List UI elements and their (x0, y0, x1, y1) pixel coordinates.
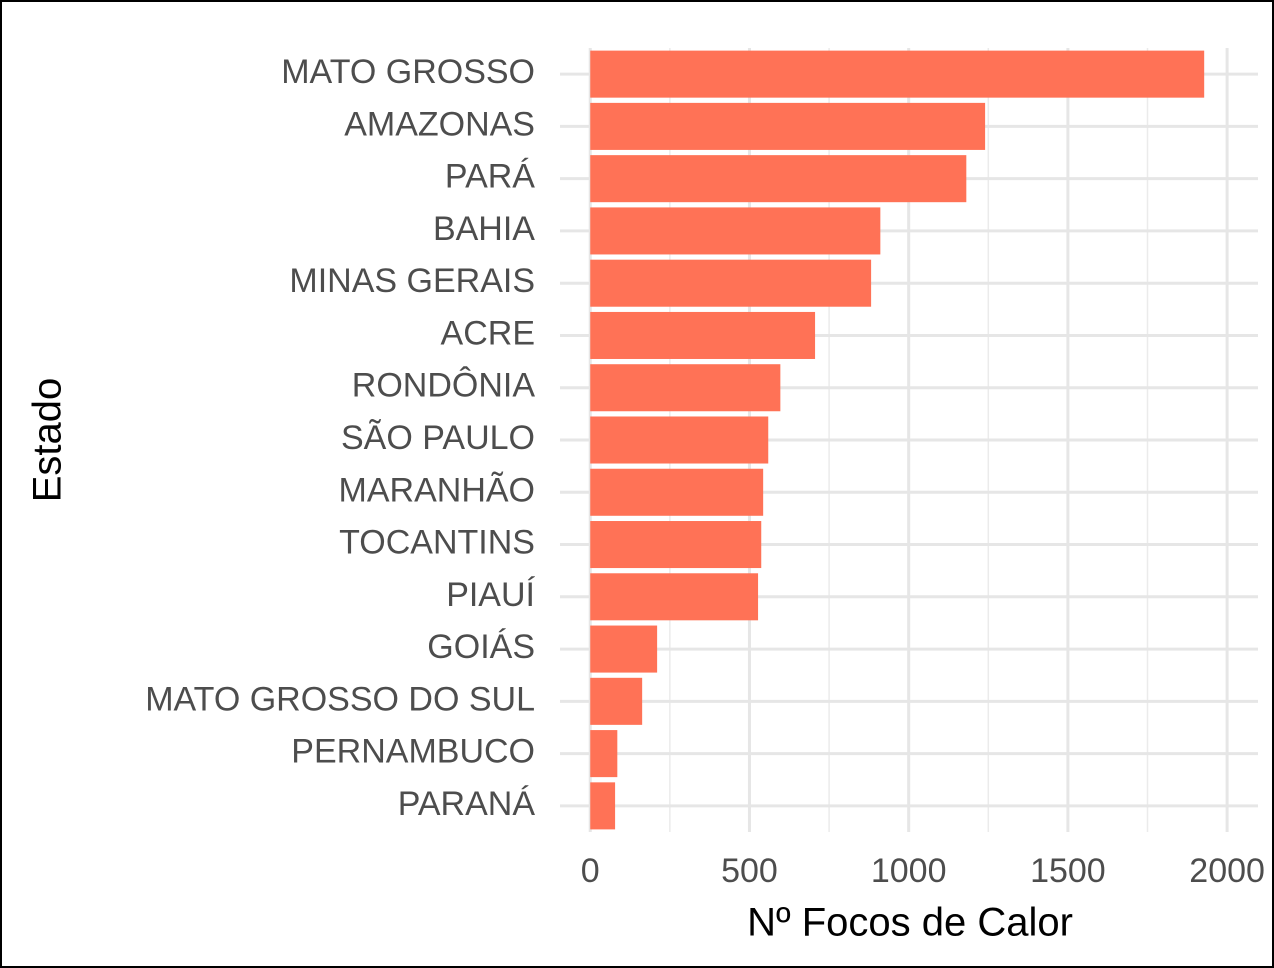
y-tick-label: TOCANTINS (339, 524, 535, 562)
bar (590, 468, 764, 516)
x-tick-label: 1000 (871, 852, 947, 890)
bar (590, 416, 769, 464)
bar (590, 207, 881, 255)
bar (590, 677, 643, 725)
bar (590, 521, 762, 569)
x-tick-label: 1500 (1030, 852, 1106, 890)
bar (590, 155, 967, 203)
bar (590, 311, 816, 359)
y-tick-label: PARANÁ (398, 785, 536, 823)
x-axis-title: Nº Focos de Calor (747, 901, 1073, 945)
bar (590, 364, 781, 412)
y-axis-title: Estado (26, 378, 70, 503)
y-tick-label: AMAZONAS (344, 105, 535, 143)
y-tick-label: MARANHÃO (339, 471, 535, 509)
y-tick-label: MATO GROSSO (281, 53, 535, 91)
y-tick-label: PARÁ (445, 158, 535, 196)
y-tick-label: PERNAMBUCO (291, 733, 535, 771)
bar (590, 102, 986, 150)
bar (590, 782, 616, 830)
y-tick-label: BAHIA (433, 210, 535, 248)
bar (590, 573, 759, 621)
y-tick-label: PIAUÍ (446, 576, 535, 614)
bar (590, 259, 872, 307)
y-tick-label: SÃO PAULO (341, 419, 535, 457)
x-tick-label: 0 (581, 852, 600, 890)
x-tick-label: 2000 (1189, 852, 1265, 890)
bar (590, 730, 618, 778)
x-tick-label: 500 (721, 852, 778, 890)
bar (590, 50, 1205, 98)
y-tick-label: ACRE (441, 314, 535, 352)
y-tick-label: GOIÁS (427, 628, 535, 666)
y-tick-label: MINAS GERAIS (289, 262, 535, 300)
bar (590, 625, 658, 673)
y-tick-label: RONDÔNIA (352, 367, 536, 405)
y-tick-label: MATO GROSSO DO SUL (145, 680, 535, 718)
